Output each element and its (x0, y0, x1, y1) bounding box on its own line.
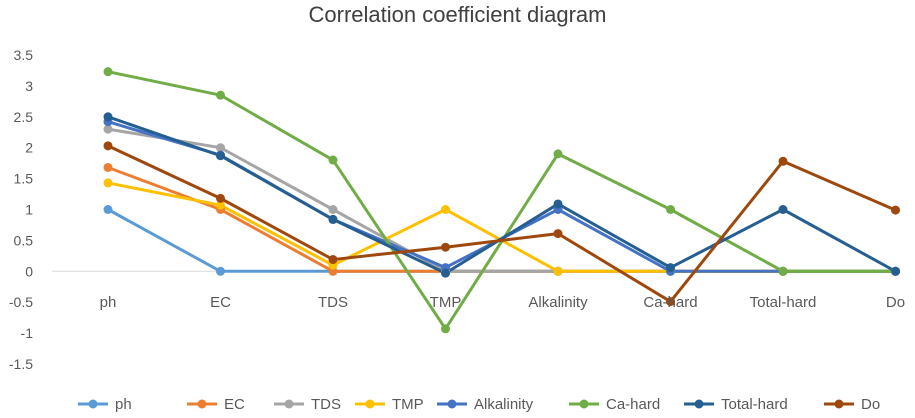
data-point-total-hard (666, 263, 675, 273)
legend-swatch-marker (447, 399, 457, 409)
y-tick-label: 3.5 (14, 47, 34, 63)
data-point-ec (328, 266, 338, 276)
y-tick-label: 2 (25, 140, 33, 156)
y-tick-label: 1 (25, 202, 33, 218)
data-point-do (441, 242, 450, 252)
data-point-tmp (216, 200, 225, 210)
series-line-alkalinity (107, 120, 896, 273)
x-tick-label: EC (210, 294, 231, 311)
legend-item-tds: TDS (274, 396, 341, 413)
series-line-tmp (107, 181, 896, 273)
data-point-tmp (441, 205, 450, 214)
data-point-ph (216, 266, 225, 276)
data-point-do (666, 297, 675, 307)
legend-item-tmp: TMP (355, 396, 424, 413)
legend-swatch-marker (694, 399, 704, 409)
y-axis-tick-labels: 3.5 3 2.5 2 1.5 1 0.5 0 -0.5 -1 -1.5 (9, 47, 33, 372)
x-tick-label: Total-hard (750, 294, 817, 311)
legend-swatch-marker (88, 399, 98, 409)
series-points (103, 67, 900, 334)
data-point-total-hard (778, 205, 788, 214)
data-point-ca-hard (328, 155, 338, 165)
data-point-do (328, 255, 338, 265)
legend-label: TDS (311, 396, 341, 413)
data-point-do (216, 193, 225, 203)
data-point-ca-hard (553, 149, 563, 159)
legend-label: Total-hard (721, 396, 788, 413)
data-point-do (778, 156, 788, 166)
legend-swatch-marker (579, 399, 589, 409)
series-line-total-hard (107, 115, 897, 275)
legend-item-ca-hard: Ca-hard (569, 396, 660, 413)
data-point-ec (103, 162, 113, 172)
data-point-total-hard (216, 151, 225, 161)
data-point-tds (328, 205, 338, 214)
data-point-tmp (103, 178, 113, 188)
data-point-total-hard (441, 268, 450, 278)
legend-label: Alkalinity (474, 396, 534, 413)
y-tick-label: -1.5 (9, 356, 33, 372)
legend-label: Ca-hard (606, 396, 660, 413)
data-point-ca-hard (778, 266, 788, 276)
legend-swatch-marker (834, 399, 844, 409)
x-tick-label: TMP (430, 294, 462, 311)
data-point-do (103, 141, 113, 151)
legend-swatch-marker (284, 399, 294, 409)
chart-title: Correlation coefficient diagram (308, 2, 607, 27)
y-tick-label: 1.5 (14, 171, 34, 187)
data-point-tds (216, 143, 225, 153)
x-tick-label: Alkalinity (528, 294, 588, 311)
data-point-do (553, 229, 563, 239)
data-point-total-hard (553, 199, 563, 209)
y-tick-label: -1 (21, 325, 34, 341)
y-tick-label: 3 (25, 78, 33, 94)
data-point-ph (103, 205, 113, 214)
data-point-total-hard (891, 266, 900, 276)
data-point-tmp (553, 266, 563, 276)
data-point-total-hard (103, 112, 113, 122)
x-tick-label: Ca-hard (643, 294, 697, 311)
data-point-ca-hard (441, 324, 450, 334)
y-tick-label: 0.5 (14, 232, 34, 248)
legend-swatch-marker (365, 399, 375, 409)
legend-item-total-hard: Total-hard (684, 396, 788, 413)
data-point-do (891, 205, 900, 215)
legend-item-ph: ph (78, 396, 132, 413)
data-point-ca-hard (216, 90, 225, 100)
legend-item-do: Do (824, 396, 880, 413)
y-tick-label: 2.5 (14, 109, 34, 125)
legend-item-alkalinity: Alkalinity (437, 396, 534, 413)
data-point-ca-hard (103, 67, 113, 77)
x-axis-tick-labels: ph EC TDS TMP Alkalinity Ca-hard Total-hard Do (100, 294, 905, 311)
legend-label: ph (115, 396, 132, 413)
x-tick-label: Do (886, 294, 905, 311)
data-point-total-hard (328, 214, 338, 224)
x-tick-label: ph (100, 294, 117, 311)
data-point-tds (103, 124, 113, 134)
legend: ph EC TDS TMP Alkalinity Ca-hard Total-hard Do (78, 396, 880, 413)
data-point-ca-hard (666, 205, 675, 214)
series-line-ec (107, 166, 896, 273)
legend-label: EC (224, 396, 245, 413)
legend-item-ec: EC (187, 396, 245, 413)
legend-swatch-marker (197, 399, 207, 409)
series-lines (107, 70, 897, 331)
legend-label: TMP (392, 396, 424, 413)
y-tick-label: 0 (25, 263, 33, 279)
series-line-do (107, 144, 897, 304)
x-tick-label: TDS (318, 294, 348, 311)
legend-label: Do (861, 396, 880, 413)
y-tick-label: -0.5 (9, 294, 33, 310)
